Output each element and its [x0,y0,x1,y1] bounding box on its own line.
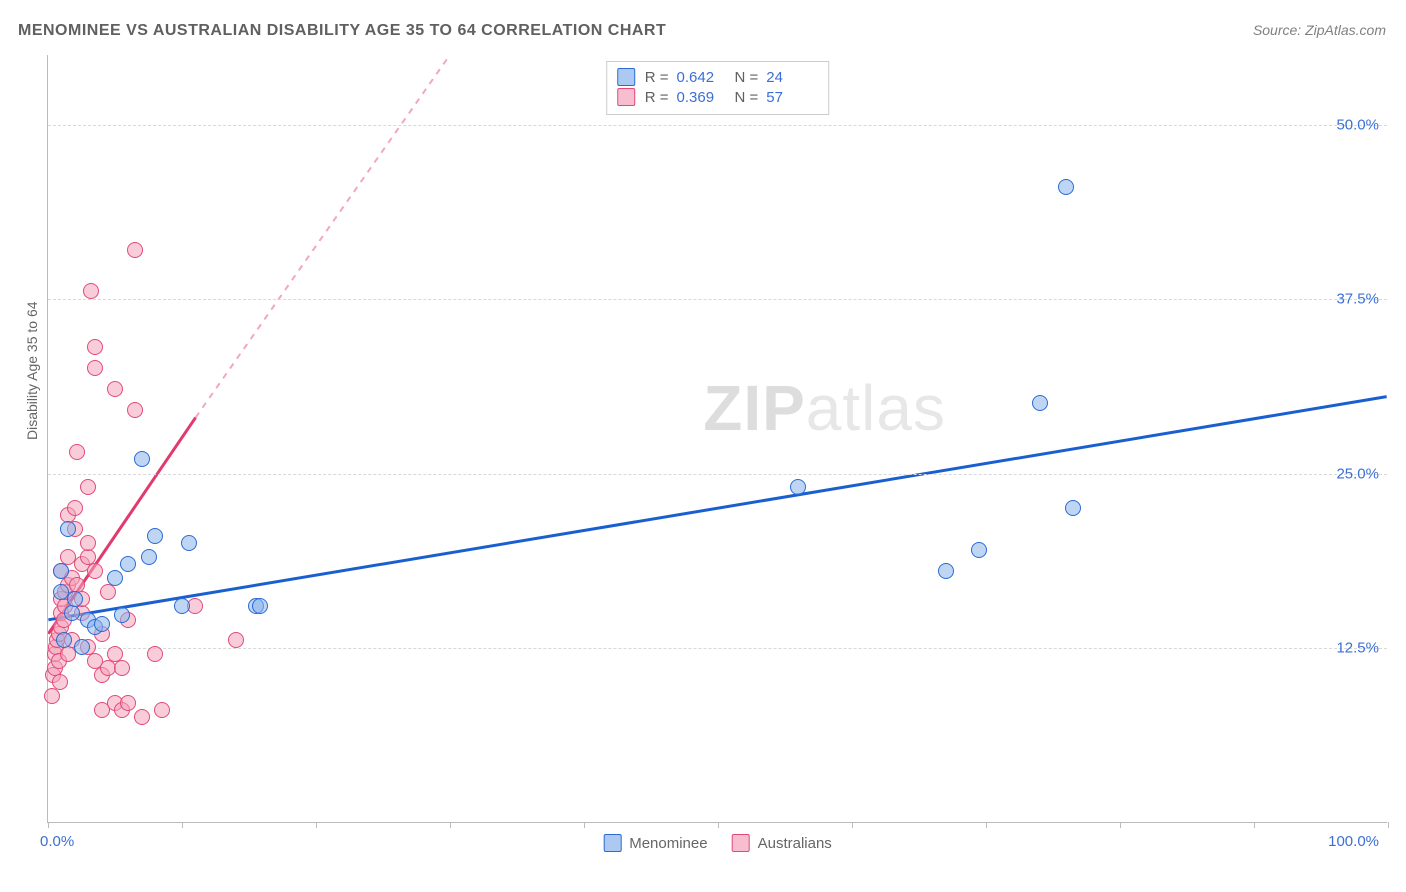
data-point [1058,179,1074,195]
swatch-pink-icon [617,88,635,106]
x-tick [584,822,585,828]
x-tick [1388,822,1389,828]
data-point [94,616,110,632]
gridline-h [48,474,1387,475]
data-point [64,605,80,621]
data-point [69,444,85,460]
x-tick [852,822,853,828]
gridline-h [48,125,1387,126]
stats-r-blue: 0.642 [677,69,725,86]
y-tick-label: 25.0% [1336,465,1379,482]
y-tick-label: 37.5% [1336,291,1379,308]
data-point [100,584,116,600]
data-point [80,479,96,495]
stats-n-label: N = [735,89,759,106]
legend-label: Menominee [629,835,707,852]
data-point [67,591,83,607]
data-point [127,402,143,418]
data-point [790,479,806,495]
gridline-h [48,299,1387,300]
data-point [60,521,76,537]
y-axis-title: Disability Age 35 to 64 [24,301,40,440]
stats-n-label: N = [735,69,759,86]
data-point [67,500,83,516]
data-point [134,709,150,725]
gridline-h [48,648,1387,649]
data-point [44,688,60,704]
data-point [114,607,130,623]
legend-label: Australians [758,835,832,852]
watermark-rest: atlas [806,372,946,444]
stats-row-blue: R = 0.642 N = 24 [617,68,815,86]
x-tick [718,822,719,828]
data-point [1032,395,1048,411]
stats-r-label: R = [645,89,669,106]
data-point [141,549,157,565]
data-point [120,556,136,572]
swatch-blue-icon [617,68,635,86]
data-point [147,528,163,544]
data-point [107,381,123,397]
data-point [114,660,130,676]
y-tick-label: 12.5% [1336,640,1379,657]
stats-r-label: R = [645,69,669,86]
x-label-min: 0.0% [40,833,74,850]
data-point [127,242,143,258]
chart-container: MENOMINEE VS AUSTRALIAN DISABILITY AGE 3… [0,0,1406,892]
trend-lines [48,55,1387,822]
source-label: Source: ZipAtlas.com [1253,22,1386,38]
legend-item-menominee: Menominee [603,834,707,852]
x-tick [986,822,987,828]
x-label-max: 100.0% [1328,833,1379,850]
data-point [252,598,268,614]
x-tick [450,822,451,828]
data-point [53,563,69,579]
swatch-blue-icon [603,834,621,852]
data-point [1065,500,1081,516]
data-point [52,674,68,690]
data-point [134,451,150,467]
data-point [87,563,103,579]
data-point [971,542,987,558]
data-point [83,283,99,299]
stats-r-pink: 0.369 [677,89,725,106]
data-point [56,632,72,648]
data-point [87,339,103,355]
y-tick-label: 50.0% [1336,116,1379,133]
data-point [228,632,244,648]
data-point [120,695,136,711]
x-tick [316,822,317,828]
data-point [147,646,163,662]
swatch-pink-icon [732,834,750,852]
x-tick [1254,822,1255,828]
data-point [87,360,103,376]
plot-area: ZIPatlas R = 0.642 N = 24 R = 0.369 N = … [47,55,1387,823]
watermark-zip: ZIP [703,372,806,444]
data-point [80,535,96,551]
data-point [174,598,190,614]
legend-item-australians: Australians [732,834,832,852]
stats-box: R = 0.642 N = 24 R = 0.369 N = 57 [606,61,830,115]
chart-title: MENOMINEE VS AUSTRALIAN DISABILITY AGE 3… [18,22,666,40]
data-point [74,639,90,655]
data-point [938,563,954,579]
data-point [181,535,197,551]
stats-n-pink: 57 [766,89,814,106]
stats-n-blue: 24 [766,69,814,86]
data-point [154,702,170,718]
data-point [107,570,123,586]
legend: Menominee Australians [603,834,832,852]
x-tick [48,822,49,828]
x-tick [182,822,183,828]
stats-row-pink: R = 0.369 N = 57 [617,88,815,106]
x-tick [1120,822,1121,828]
watermark: ZIPatlas [703,371,946,445]
